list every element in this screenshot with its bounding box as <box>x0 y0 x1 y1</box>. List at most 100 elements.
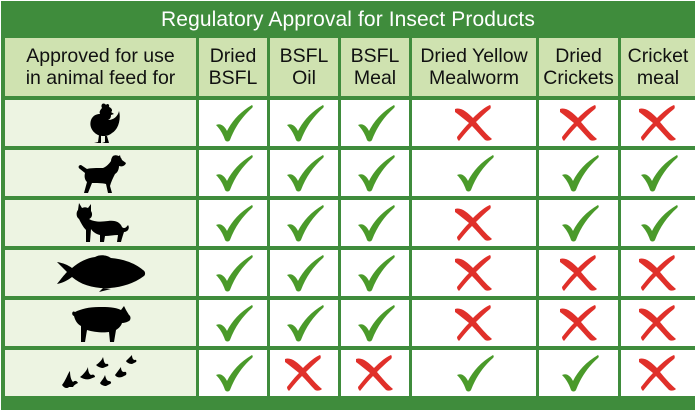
header-bsfl-meal: BSFL Meal <box>341 38 409 96</box>
header-dried-bsfl: Dried BSFL <box>199 38 267 96</box>
row-animal-cell <box>5 100 196 146</box>
not-approved-cell <box>539 300 618 346</box>
approved-cell <box>412 350 536 396</box>
check-icon <box>457 155 494 192</box>
check-icon <box>457 355 494 392</box>
check-icon <box>216 305 253 342</box>
approved-cell <box>199 150 267 196</box>
check-icon <box>287 155 324 192</box>
check-icon <box>641 155 678 192</box>
not-approved-cell <box>341 350 409 396</box>
birds-icon <box>61 355 136 389</box>
check-icon <box>216 205 253 242</box>
approved-cell <box>539 200 618 246</box>
header-line2: BSFL <box>208 67 258 89</box>
check-icon <box>561 155 599 192</box>
approved-cell <box>270 100 338 146</box>
approved-cell <box>341 200 409 246</box>
approved-cell <box>199 250 267 296</box>
header-approved-for-line1: Approved for use <box>26 45 175 67</box>
not-approved-cell <box>621 250 695 296</box>
fish-icon <box>56 255 145 292</box>
header-approved-for-line2: in animal feed for <box>25 67 176 89</box>
table-title: Regulatory Approval for Insect Products <box>161 7 535 31</box>
check-icon <box>358 105 395 142</box>
header-dried-crickets: Dried Crickets <box>539 38 618 96</box>
header-line2: meal <box>636 67 680 89</box>
approved-cell <box>341 250 409 296</box>
approved-cell <box>539 350 618 396</box>
check-icon <box>216 155 253 192</box>
dog-icon <box>78 155 126 193</box>
approved-cell <box>199 100 267 146</box>
not-approved-cell <box>539 100 618 146</box>
check-icon <box>358 305 395 342</box>
cross-icon <box>559 105 597 141</box>
approved-cell <box>270 250 338 296</box>
not-approved-cell <box>539 250 618 296</box>
check-icon <box>561 355 599 392</box>
header-cricket-meal: Cricket meal <box>621 38 695 96</box>
check-icon <box>287 305 324 342</box>
header-line2: Mealworm <box>429 67 519 89</box>
approved-cell <box>621 200 695 246</box>
approved-cell <box>341 150 409 196</box>
cross-icon <box>455 305 492 341</box>
not-approved-cell <box>412 200 536 246</box>
approved-cell <box>199 350 267 396</box>
approved-cell <box>341 100 409 146</box>
approved-cell <box>270 300 338 346</box>
approved-cell <box>621 150 695 196</box>
cross-icon <box>455 255 492 291</box>
check-icon <box>287 255 324 292</box>
header-line1: Cricket <box>627 45 689 67</box>
check-icon <box>358 205 395 242</box>
not-approved-cell <box>412 300 536 346</box>
check-icon <box>358 155 395 192</box>
check-icon <box>216 105 253 142</box>
approved-cell <box>199 200 267 246</box>
cross-icon <box>455 105 492 141</box>
not-approved-cell <box>621 350 695 396</box>
not-approved-cell <box>412 250 536 296</box>
not-approved-cell <box>621 300 695 346</box>
check-icon <box>216 355 253 392</box>
check-icon <box>641 205 678 242</box>
cross-icon <box>285 355 322 391</box>
check-icon <box>216 255 253 292</box>
not-approved-cell <box>412 100 536 146</box>
cross-icon <box>639 255 676 291</box>
cross-icon <box>639 305 676 341</box>
header-line2: Oil <box>292 67 316 89</box>
check-icon <box>561 205 599 242</box>
row-animal-cell <box>5 200 196 246</box>
cross-icon <box>356 355 393 391</box>
approved-cell <box>412 150 536 196</box>
cross-icon <box>559 305 597 341</box>
cross-icon <box>639 105 676 141</box>
header-line2: Meal <box>353 67 397 89</box>
cross-icon <box>559 255 597 291</box>
row-animal-cell <box>5 150 196 196</box>
header-approved-for: Approved for use in animal feed for <box>5 38 196 96</box>
header-dried-yellow-mealworm: Dried Yellow Mealworm <box>412 38 536 96</box>
approval-grid: Approved for use in animal feed for Drie… <box>5 38 695 396</box>
header-line2: Crickets <box>543 67 614 89</box>
check-icon <box>358 255 395 292</box>
cat-icon <box>76 203 129 242</box>
header-line1: BSFL <box>350 45 400 67</box>
not-approved-cell <box>270 350 338 396</box>
row-animal-cell <box>5 250 196 296</box>
check-icon <box>287 205 324 242</box>
approved-cell <box>341 300 409 346</box>
header-line1: BSFL <box>279 45 329 67</box>
row-animal-cell <box>5 300 196 346</box>
approved-cell <box>199 300 267 346</box>
chicken-icon <box>89 103 120 143</box>
row-animal-cell <box>5 350 196 396</box>
check-icon <box>287 105 324 142</box>
approved-cell <box>270 200 338 246</box>
header-line1: Dried <box>555 45 602 67</box>
cross-icon <box>639 355 676 391</box>
header-line1: Dried Yellow <box>420 45 528 67</box>
